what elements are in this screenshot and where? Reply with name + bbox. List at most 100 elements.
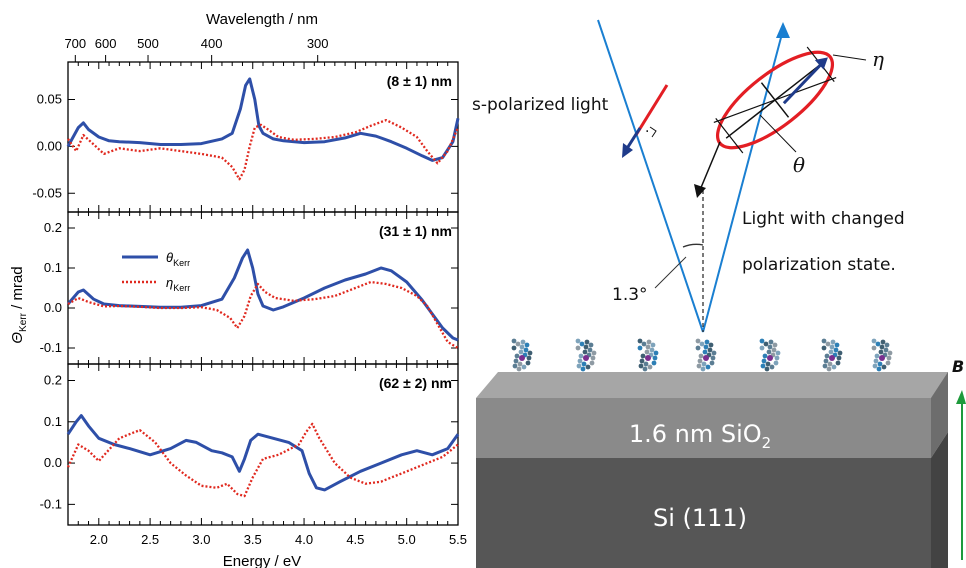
pol-vector-arrowhead <box>814 57 828 70</box>
molecule-atom <box>695 338 701 344</box>
chart-panels: -0.05 0.00 0.05 (8 ± 1) nm -0.1 0.0 0.1 0.2 (31 … <box>32 61 467 547</box>
top-tick-label: 700 <box>64 36 86 51</box>
molecule-atom <box>884 342 890 348</box>
molecule-atom <box>703 344 709 350</box>
molecule-atom <box>645 344 651 350</box>
molecule-atom <box>885 360 891 366</box>
molecule-atom <box>762 353 768 359</box>
molecule-atom <box>516 366 522 372</box>
reflected-beam <box>702 29 784 333</box>
molecule <box>871 338 893 372</box>
molecule-atom <box>644 349 650 355</box>
molecule-layer <box>511 338 893 372</box>
molecule-atom <box>829 344 835 350</box>
molecule-atom <box>587 347 593 353</box>
molecule-atom <box>579 341 585 347</box>
molecule-atom <box>876 366 882 372</box>
molecule-atom <box>822 363 828 369</box>
molecule-atom <box>764 366 770 372</box>
molecule-atom <box>588 342 594 348</box>
molecule-atom <box>511 338 517 344</box>
molecule-atom <box>524 342 530 348</box>
y-axis-title-symbol: Θ <box>9 332 26 344</box>
molecule-atom <box>515 341 521 347</box>
molecule-atom <box>590 355 596 361</box>
molecule-atom <box>759 345 765 351</box>
molecule-atom <box>833 347 839 353</box>
y-tick-label: 0.0 <box>44 300 62 315</box>
molecule-atom <box>826 366 832 372</box>
ellipse-box-left <box>715 118 744 154</box>
molecule-atom <box>873 358 879 364</box>
molecule-atom <box>697 358 703 364</box>
molecule-atom <box>527 350 533 356</box>
molecule-atom <box>821 338 827 344</box>
silicon-side-face <box>931 432 948 568</box>
pol-vector-arrow <box>782 62 824 105</box>
changed-pol-label-line1: Light with changed <box>742 209 905 229</box>
molecule-atom <box>647 364 653 370</box>
molecule-atom <box>708 342 714 348</box>
molecule-metal-center <box>879 355 885 361</box>
molecule-atom <box>875 341 881 347</box>
molecule-atom <box>773 360 779 366</box>
molecule-atom <box>886 355 892 361</box>
molecule-metal-center <box>519 355 525 361</box>
molecule-metal-center <box>703 355 709 361</box>
molecule-metal-center <box>767 355 773 361</box>
angle-label: 1.3° <box>612 285 648 305</box>
molecule-atom <box>641 341 647 347</box>
field-label: B <box>952 357 964 376</box>
silicon-substrate <box>476 458 931 568</box>
panel-label: (8 ± 1) nm <box>387 73 452 89</box>
molecule <box>511 338 533 372</box>
legend-theta-sub: Kerr <box>173 258 190 268</box>
molecule-atom <box>710 355 716 361</box>
theta-label: θ <box>793 153 805 177</box>
legend-label-theta: θKerr <box>166 250 190 268</box>
s-pol-arrow-shaft <box>624 127 642 151</box>
angle-arc <box>682 243 704 248</box>
molecule-atom <box>511 345 517 351</box>
molecule-atom <box>638 363 644 369</box>
polarization-ellipse-group <box>713 46 837 154</box>
theta-ref-arrowhead <box>694 184 706 198</box>
molecule-atom <box>519 344 525 350</box>
molecule-atom <box>835 360 841 366</box>
molecule-atom <box>771 347 777 353</box>
molecule <box>695 338 717 372</box>
y-tick-label: 0.1 <box>44 260 62 275</box>
molecule-atom <box>883 347 889 353</box>
legend-eta-sub: Kerr <box>173 283 190 293</box>
molecule-atom <box>768 339 774 345</box>
y-axis-title: ΘKerr / mrad <box>9 266 29 343</box>
molecule-atom <box>766 349 772 355</box>
molecule-atom <box>831 364 837 370</box>
molecule-atom <box>642 366 648 372</box>
molecule-atom <box>874 353 880 359</box>
molecule-atom <box>707 347 713 353</box>
x-tick-label: 3.5 <box>244 532 262 547</box>
y-tick-label: 0.00 <box>37 138 62 153</box>
molecule-atom <box>700 366 706 372</box>
molecule-atom <box>825 341 831 347</box>
molecule-atom <box>646 339 652 345</box>
molecule-atom <box>702 349 708 355</box>
molecule-atom <box>834 342 840 348</box>
molecule <box>821 338 843 372</box>
theta-kerr-line <box>66 414 460 492</box>
oxide-label-sub: 2 <box>762 434 772 452</box>
field-arrowhead <box>956 390 966 404</box>
s-polarized-label: s-polarized light <box>472 95 609 115</box>
molecule-atom <box>761 358 767 364</box>
y-tick-label: -0.1 <box>40 496 62 511</box>
top-tick-label: 600 <box>95 36 117 51</box>
top-tick-label: 300 <box>307 36 329 51</box>
molecule <box>759 338 781 372</box>
y-tick-label: -0.05 <box>32 185 62 200</box>
top-axis-ticks: 700 600 500 400 300 <box>64 36 329 62</box>
y-tick-label: 0.05 <box>37 92 62 107</box>
top-tick-label: 500 <box>137 36 159 51</box>
molecule-atom <box>517 361 523 367</box>
